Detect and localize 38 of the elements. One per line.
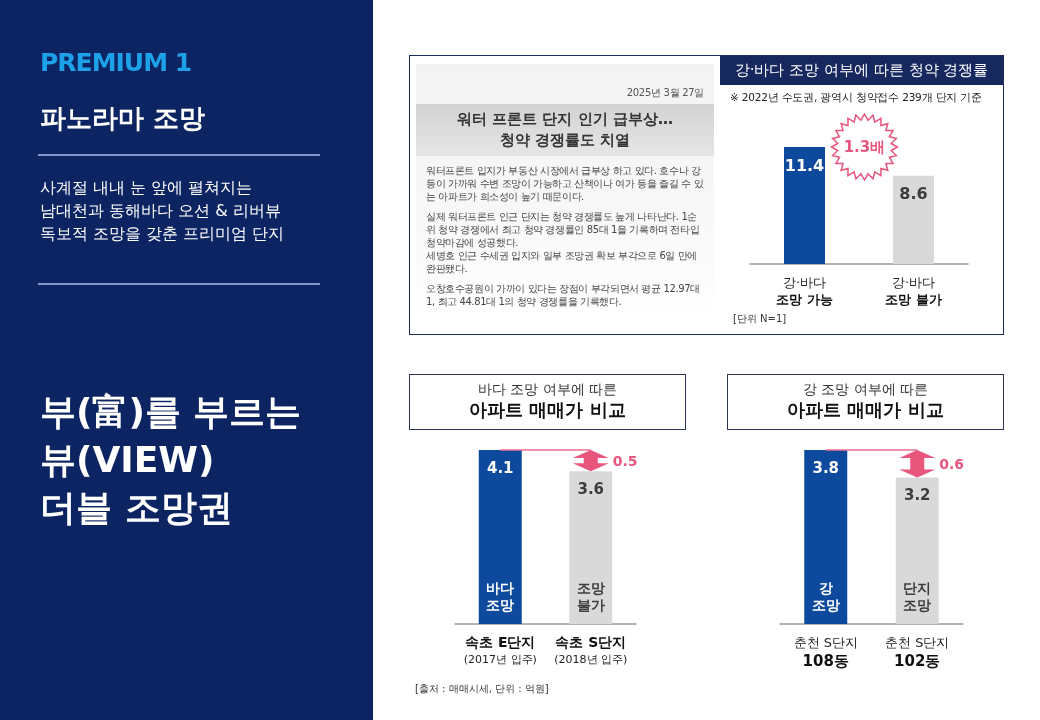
data-label: 3.8	[812, 458, 840, 477]
text: [출처 : 매매시세, 단위 : 억원]	[415, 682, 549, 696]
text: [단위 N=1]	[733, 312, 787, 326]
x-tick-label: 춘천 S단지 102동	[885, 634, 950, 670]
chart-title: 아파트 매매가 비교	[468, 398, 627, 422]
text: 워터 프론트 단지 인기 급부상… 청약 경쟁률도 치열	[456, 109, 674, 151]
annotation: 0.6	[939, 455, 965, 472]
text: 실제 워터프론트 인근 단지는 청약 경쟁률도 높게 나타난다. 1순위 청약 경쟁에서 최고 청약 경쟁률인 85대 1을 기록하며 전타입 청약마감에 성공했다. 세병호 인근 수세권 입지와 일부 조망권 확보 부각으로 6일 만에 완판됐다.	[426, 210, 701, 275]
data-label: 4.1	[486, 458, 514, 477]
chart-title: 강·바다 조망 여부에 따른 청약 경쟁률	[720, 56, 1003, 85]
data-label: 3.2	[903, 485, 931, 504]
text: 오창호수공원이 가까이 있다는 장점이 부각되면서 평균 12.97대 1, 최고 44.81대 1의 청약 경쟁률을 기록했다.	[426, 282, 701, 308]
chart-subtitle: ※ 2022년 수도권, 광역시 청약접수 239개 단지 기준	[730, 91, 982, 105]
text: 사계절 내내 눈 앞에 펼쳐지는 남대천과 동해바다 오션 & 리버뷰 독보적 조망을 갖춘 프리미엄 단지	[40, 177, 285, 245]
chart-subtitle: 바다 조망 여부에 따른	[476, 380, 619, 398]
title-frame: 바다 조망 여부에 따른 아파트 매매가 비교	[409, 374, 686, 430]
text: PREMIUM 1	[40, 48, 192, 77]
x-tick-label: 춘천 S단지 108동	[793, 634, 858, 670]
title-frame: 강 조망 여부에 따른 아파트 매매가 비교	[727, 374, 1004, 430]
chart-subtitle: 강 조망 여부에 따른	[801, 380, 930, 398]
x-tick-label: 속초 S단지 (2018년 입주)	[554, 634, 628, 666]
data-label: 8.6	[899, 184, 928, 204]
data-label: 11.4	[784, 155, 825, 175]
x-tick-label: 강·바다 조망 가능	[776, 274, 833, 307]
annotation: 단지 조망	[903, 580, 932, 614]
x-tick-label: 강·바다 조망 불가	[885, 274, 942, 307]
text: 부(富)를 부르는 뷰(VIEW) 더블 조망권	[40, 390, 302, 530]
chart-title: 아파트 매매가 비교	[786, 398, 945, 422]
annotation: 0.5	[612, 452, 638, 469]
text: 2025년 3월 27일	[626, 86, 704, 100]
text: 파노라마 조망	[40, 102, 206, 135]
annotation: 조망 불가	[576, 580, 605, 614]
annotation: 강 조망	[811, 580, 840, 614]
text: 워터프론트 입지가 부동산 시장에서 급부상 하고 있다. 호수나 강 등이 가까워 수변 조망이 가능하고 산책이나 여가 등을 즐길 수 있는 아파트가 희소성이 높기 때문이다.	[426, 164, 705, 203]
x-tick-label: 속초 E단지 (2017년 입주)	[463, 634, 537, 666]
data-label: 3.6	[577, 479, 605, 498]
annotation: 바다 조망	[486, 580, 515, 614]
annotation: 1.3배	[843, 137, 886, 157]
